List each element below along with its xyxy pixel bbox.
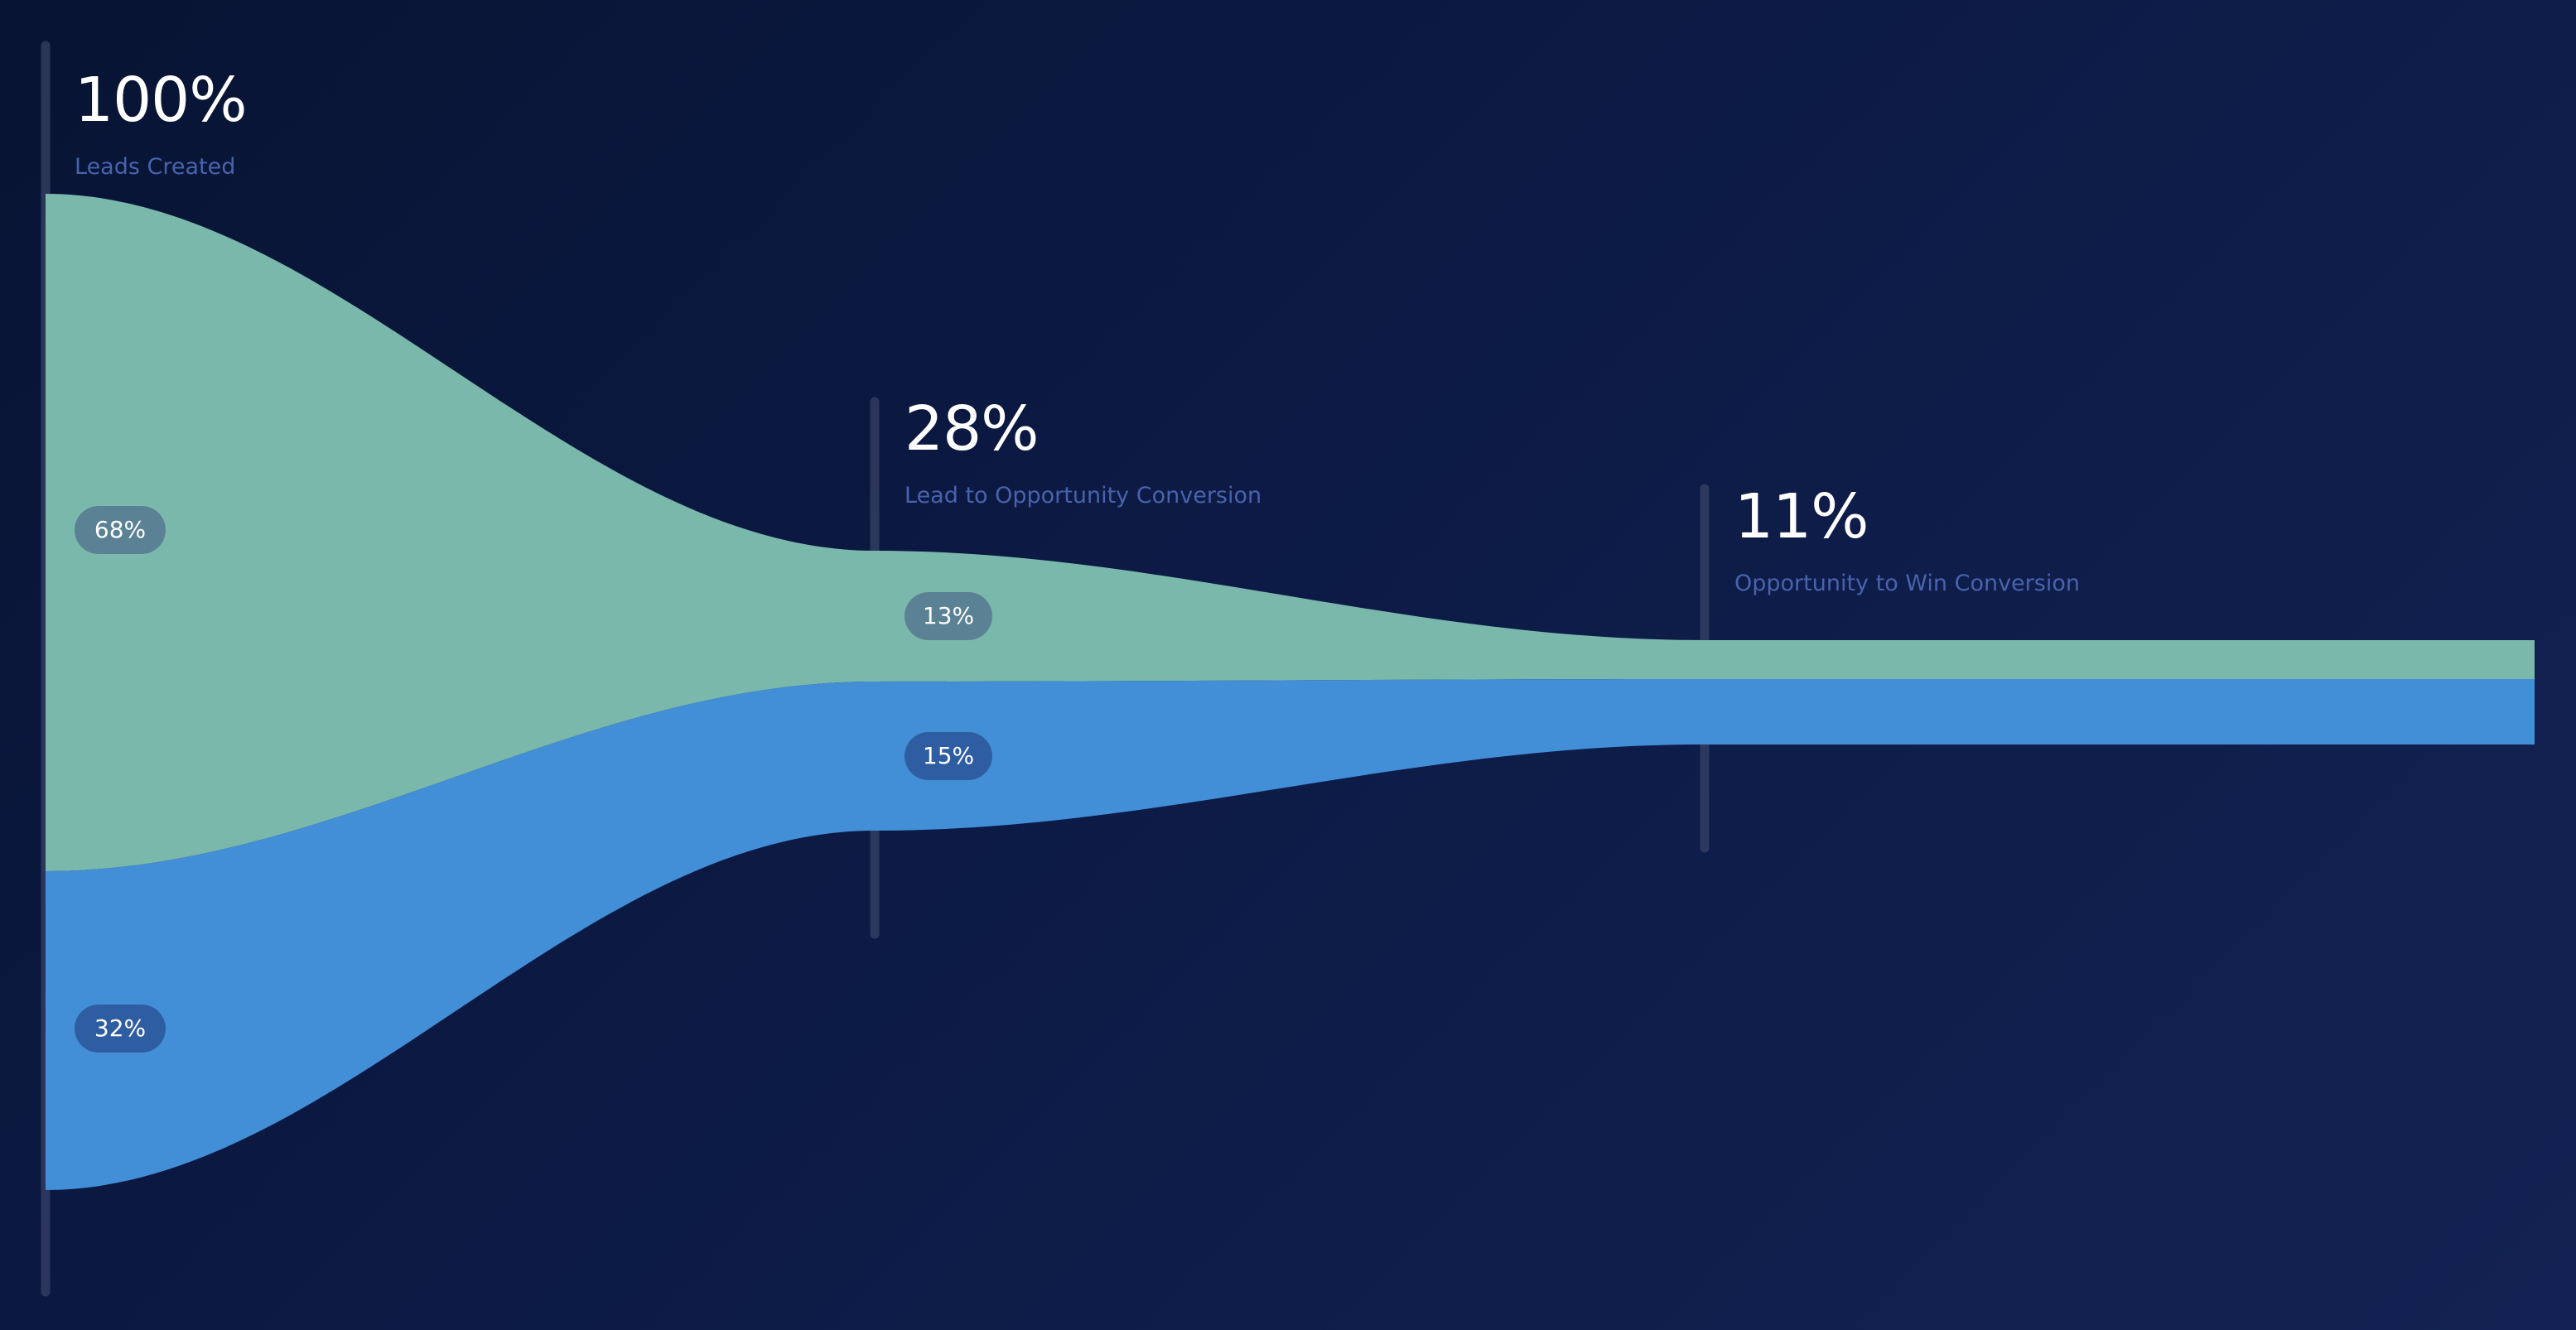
- stage-3-label: Opportunity to Win Conversion: [1734, 571, 2080, 596]
- stage-2-header: 28% Lead to Opportunity Conversion: [904, 398, 1261, 508]
- stage-1-label: Leads Created: [75, 154, 236, 180]
- segment-label-stage2-a: 13%: [904, 592, 992, 640]
- segment-label-stage1-a: 68%: [75, 506, 166, 554]
- stage-1-header: 100% Leads Created: [75, 65, 248, 180]
- series-b-band: [46, 679, 2535, 1190]
- stage-3-value: 11%: [1734, 481, 1869, 552]
- series-a-band: [46, 194, 2535, 871]
- segment-label-stage1-b: 32%: [75, 1005, 166, 1053]
- stage-3-header: 11% Opportunity to Win Conversion: [1734, 486, 2080, 596]
- stage-2-label: Lead to Opportunity Conversion: [904, 483, 1262, 508]
- stage-2-value: 28%: [904, 393, 1039, 465]
- segment-label-stage2-b: 15%: [904, 732, 992, 780]
- stage-1-value: 100%: [75, 65, 248, 136]
